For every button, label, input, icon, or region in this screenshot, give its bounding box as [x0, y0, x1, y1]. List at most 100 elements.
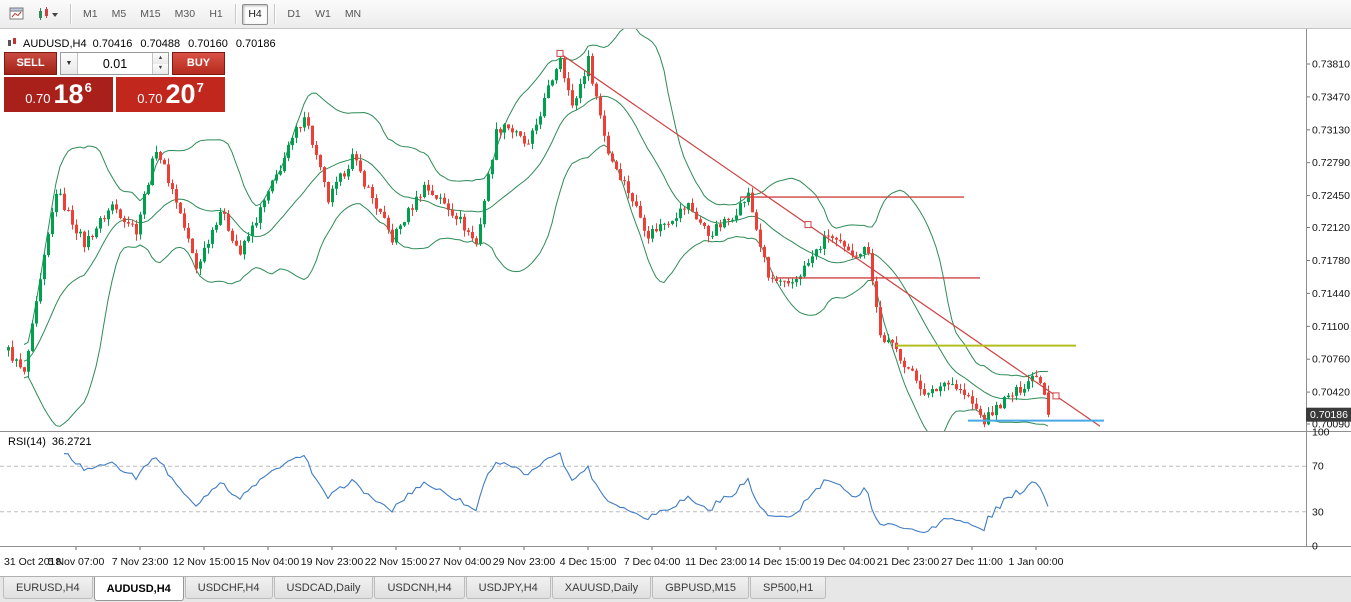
candle-body — [695, 211, 698, 220]
timeframe-button-w1[interactable]: W1 — [309, 4, 337, 25]
candle-body — [383, 211, 386, 218]
current-price-label: 0.70186 — [1310, 409, 1348, 421]
candle-body — [735, 215, 738, 220]
candle-body — [655, 229, 658, 232]
chart-tab-xauusd-daily[interactable]: XAUUSD,Daily — [551, 577, 652, 599]
candle-body — [479, 224, 482, 244]
candle-body — [711, 235, 714, 237]
candle-body — [315, 144, 318, 155]
timeframe-button-mn[interactable]: MN — [339, 4, 367, 25]
candle-body — [815, 249, 818, 257]
timeframe-button-h1[interactable]: H1 — [203, 4, 229, 25]
chart-tab-gbpusd-m15[interactable]: GBPUSD,M15 — [652, 577, 750, 599]
candle-body — [623, 180, 626, 182]
chart-window-button[interactable] — [3, 3, 31, 26]
candle-body — [275, 174, 278, 181]
candle-body — [303, 117, 306, 128]
candle-body — [699, 219, 702, 223]
candle-body — [707, 225, 710, 236]
chart-canvas[interactable]: 0.73810 0.73470 0.73130 0.72790 0.72450 0.721… — [0, 29, 1351, 576]
candle-body — [955, 384, 958, 389]
candle-body — [987, 412, 990, 425]
candle-body — [911, 368, 914, 371]
timeframe-button-h4[interactable]: H4 — [242, 3, 269, 25]
candle-body — [475, 238, 478, 244]
candle-body — [559, 58, 562, 70]
candle-body — [231, 230, 234, 241]
chart-tab-usdjpy-h4[interactable]: USDJPY,H4 — [465, 577, 551, 599]
candle-body — [1043, 382, 1046, 395]
candle-body — [319, 154, 322, 168]
time-axis-label: 27 Dec 11:00 — [941, 556, 1003, 568]
candle-body — [295, 127, 298, 138]
chart-tab-usdcnh-h4[interactable]: USDCNH,H4 — [374, 577, 465, 599]
trendline-anchor-marker[interactable] — [1052, 392, 1060, 400]
volume-spinner: ▲ ▼ — [152, 53, 168, 74]
timeframe-button-m30[interactable]: M30 — [169, 4, 201, 25]
trendline-anchor-marker[interactable] — [804, 221, 812, 229]
buy-price-display[interactable]: 0.70 20 7 — [116, 77, 225, 112]
sell-button[interactable]: SELL — [4, 52, 57, 75]
time-axis-label: 4 Dec 15:00 — [560, 556, 617, 568]
candle-body — [63, 193, 66, 210]
candle-body — [363, 171, 366, 187]
candle-body — [619, 169, 622, 181]
candle-body — [567, 78, 570, 91]
buy-button[interactable]: BUY — [172, 52, 225, 75]
candle-body — [855, 255, 858, 257]
sell-price-pip: 6 — [84, 80, 92, 95]
candle-body — [483, 200, 486, 225]
candle-body — [455, 215, 458, 220]
descending-trendline[interactable] — [559, 52, 1101, 427]
time-axis-label: 27 Nov 04:00 — [429, 556, 492, 568]
timeframe-button-m1[interactable]: M1 — [77, 4, 104, 25]
candle-body — [715, 224, 718, 236]
candle-body — [667, 223, 670, 225]
candle-body — [1039, 377, 1042, 383]
candle-body — [931, 389, 934, 394]
timeframe-button-m15[interactable]: M15 — [134, 4, 166, 25]
candle-body — [647, 230, 650, 239]
candle-body — [115, 204, 118, 210]
time-axis-label: 19 Nov 23:00 — [301, 556, 364, 568]
sell-price-display[interactable]: 0.70 18 6 — [4, 77, 113, 112]
candle-body — [691, 203, 694, 212]
chart-tab-usdcad-daily[interactable]: USDCAD,Daily — [273, 577, 374, 599]
price-axis-label: 0.71100 — [1312, 321, 1349, 333]
volume-increase-button[interactable]: ▲ — [153, 53, 168, 64]
candle-body — [23, 367, 26, 372]
chart-tab-usdchf-h4[interactable]: USDCHF,H4 — [184, 577, 273, 599]
candle-body — [75, 224, 78, 234]
candle-body — [843, 241, 846, 247]
candle-body — [535, 124, 538, 131]
volume-value[interactable]: 0.01 — [102, 56, 128, 71]
candle-body — [203, 247, 206, 262]
volume-decrease-button[interactable]: ▼ — [153, 63, 168, 74]
trendline-anchor-marker[interactable] — [556, 49, 564, 57]
candle-body — [1027, 381, 1030, 389]
timeframe-button-d1[interactable]: D1 — [281, 4, 307, 25]
candle-body — [543, 98, 546, 117]
candle-body — [371, 187, 374, 199]
candle-body — [143, 194, 146, 215]
chart-template-dropdown-button[interactable] — [31, 3, 65, 26]
chart-tab-audusd-h4[interactable]: AUDUSD,H4 — [93, 577, 184, 601]
one-click-trading-panel: SELL ▼ 0.01 ▲ ▼ BUY 0.70 18 6 0.70 20 7 — [4, 52, 225, 112]
candle-body — [943, 382, 946, 387]
candlestick-template-icon — [36, 7, 60, 21]
candle-body — [999, 404, 1002, 409]
candle-body — [43, 254, 46, 280]
bollinger-upper-band — [23, 29, 1049, 378]
volume-dropdown-button[interactable]: ▼ — [61, 53, 78, 74]
timeframe-button-m5[interactable]: M5 — [106, 4, 133, 25]
candle-body — [915, 370, 918, 381]
rsi-axis-label: 0 — [1312, 541, 1318, 553]
chart-tab-eurusd-h4[interactable]: EURUSD,H4 — [3, 577, 93, 599]
candle-body — [151, 158, 154, 186]
candle-body — [571, 90, 574, 106]
chart-tab-sp500-h1[interactable]: SP500,H1 — [750, 577, 827, 599]
candle-body — [863, 247, 866, 255]
candle-body — [507, 124, 510, 129]
candle-body — [311, 125, 314, 145]
candle-body — [751, 192, 754, 213]
